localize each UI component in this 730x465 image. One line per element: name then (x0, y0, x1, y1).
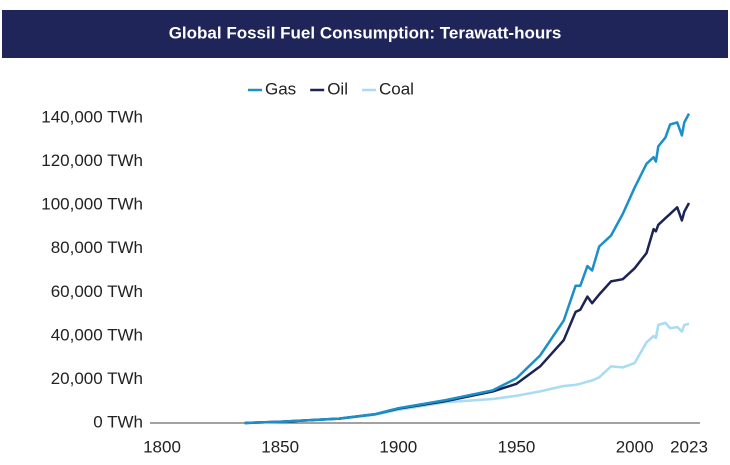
y-tick-label: 0 TWh (93, 412, 143, 431)
y-tick-label: 100,000 TWh (41, 195, 143, 214)
line-series (244, 113, 691, 425)
x-tick-label: 1800 (143, 437, 181, 456)
x-tick-label: 1900 (379, 437, 417, 456)
y-tick-label: 140,000 TWh (41, 107, 143, 126)
x-tick-label: 2023 (670, 437, 708, 456)
y-tick-label: 20,000 TWh (51, 369, 143, 388)
legend-label: Oil (327, 79, 348, 98)
line-series (244, 202, 691, 425)
x-tick-label: 2000 (616, 437, 654, 456)
y-tick-label: 80,000 TWh (51, 238, 143, 257)
line-series (244, 321, 690, 425)
x-tick-label: 1850 (261, 437, 299, 456)
legend-label: Coal (379, 79, 414, 98)
y-tick-label: 40,000 TWh (51, 325, 143, 344)
x-tick-label: 1950 (498, 437, 536, 456)
title-bar (2, 10, 728, 58)
legend-label: Gas (265, 79, 296, 98)
y-tick-label: 60,000 TWh (51, 282, 143, 301)
chart-title: Global Fossil Fuel Consumption: Terawatt… (169, 23, 562, 42)
y-tick-label: 120,000 TWh (41, 151, 143, 170)
